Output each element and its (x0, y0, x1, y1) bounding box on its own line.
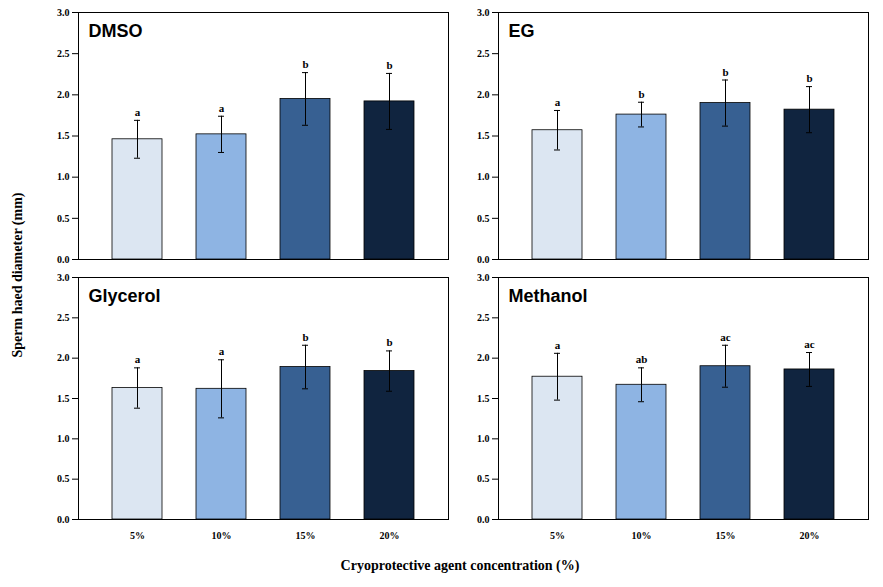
svg-text:ab: ab (636, 353, 648, 365)
svg-text:0.0: 0.0 (477, 514, 490, 525)
svg-text:b: b (386, 336, 392, 348)
svg-text:1.5: 1.5 (477, 393, 490, 404)
svg-text:b: b (722, 66, 728, 78)
svg-text:3.0: 3.0 (57, 7, 70, 18)
svg-text:0.5: 0.5 (477, 213, 490, 224)
svg-text:3.0: 3.0 (477, 272, 490, 283)
svg-text:a: a (135, 106, 141, 118)
svg-text:2.5: 2.5 (57, 48, 70, 59)
svg-text:b: b (386, 59, 392, 71)
svg-text:2.5: 2.5 (477, 312, 490, 323)
svg-text:1.5: 1.5 (477, 130, 490, 141)
svg-text:a: a (219, 102, 225, 114)
svg-text:2.0: 2.0 (57, 89, 70, 100)
svg-text:b: b (638, 88, 644, 100)
svg-text:b: b (806, 72, 812, 84)
svg-text:20%: 20% (800, 530, 820, 541)
svg-text:Glycerol: Glycerol (89, 286, 161, 306)
svg-text:2.5: 2.5 (477, 48, 490, 59)
html-text:Cryoprotective agent concentra: Cryoprotective agent concentration (%) (340, 558, 580, 573)
svg-text:5%: 5% (130, 530, 145, 541)
svg-text:ac: ac (720, 331, 731, 343)
svg-text:2.0: 2.0 (477, 352, 490, 363)
svg-text:b: b (302, 331, 308, 343)
svg-text:20%: 20% (380, 530, 400, 541)
html-text:Sperm haed diameter (mm): Sperm haed diameter (mm) (10, 192, 25, 358)
svg-text:a: a (135, 353, 141, 365)
svg-text:1.0: 1.0 (57, 171, 70, 182)
svg-text:Methanol: Methanol (509, 286, 588, 306)
svg-text:1.5: 1.5 (57, 393, 70, 404)
svg-text:3.0: 3.0 (477, 7, 490, 18)
svg-text:a: a (555, 96, 561, 108)
svg-text:1.0: 1.0 (477, 171, 490, 182)
svg-text:ac: ac (804, 338, 815, 350)
svg-text:a: a (555, 339, 561, 351)
svg-text:3.0: 3.0 (57, 272, 70, 283)
svg-text:2.5: 2.5 (57, 312, 70, 323)
svg-text:10%: 10% (212, 530, 232, 541)
svg-text:b: b (302, 58, 308, 70)
svg-text:15%: 15% (296, 530, 316, 541)
svg-text:0.0: 0.0 (477, 254, 490, 265)
svg-text:0.5: 0.5 (57, 473, 70, 484)
svg-text:15%: 15% (716, 530, 736, 541)
svg-text:0.5: 0.5 (57, 213, 70, 224)
svg-text:2.0: 2.0 (477, 89, 490, 100)
svg-text:10%: 10% (632, 530, 652, 541)
svg-text:0.0: 0.0 (57, 254, 70, 265)
svg-text:EG: EG (509, 21, 535, 41)
svg-text:2.0: 2.0 (57, 352, 70, 363)
svg-text:a: a (219, 345, 225, 357)
svg-text:1.0: 1.0 (477, 433, 490, 444)
svg-text:0.5: 0.5 (477, 473, 490, 484)
svg-text:0.0: 0.0 (57, 514, 70, 525)
svg-text:5%: 5% (550, 530, 565, 541)
svg-text:1.5: 1.5 (57, 130, 70, 141)
svg-text:DMSO: DMSO (89, 21, 143, 41)
svg-text:1.0: 1.0 (57, 433, 70, 444)
